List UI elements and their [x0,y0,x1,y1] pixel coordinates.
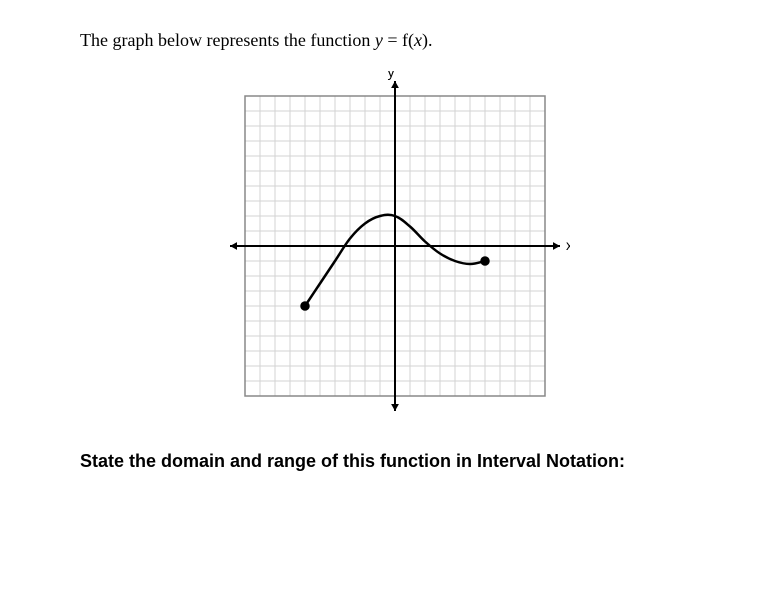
problem-statement: The graph below represents the function … [80,30,699,51]
question-prompt: State the domain and range of this funct… [80,451,699,472]
function-graph: xy [220,71,570,421]
svg-text:y: y [387,71,394,80]
graph-container: xy [220,71,560,421]
equals-text: = f( [383,30,414,50]
intro-text: The graph below represents the function [80,30,375,50]
function-y: y [375,30,383,50]
function-x: x [414,30,422,50]
close-text: ). [422,30,433,50]
svg-text:x: x [566,237,570,253]
